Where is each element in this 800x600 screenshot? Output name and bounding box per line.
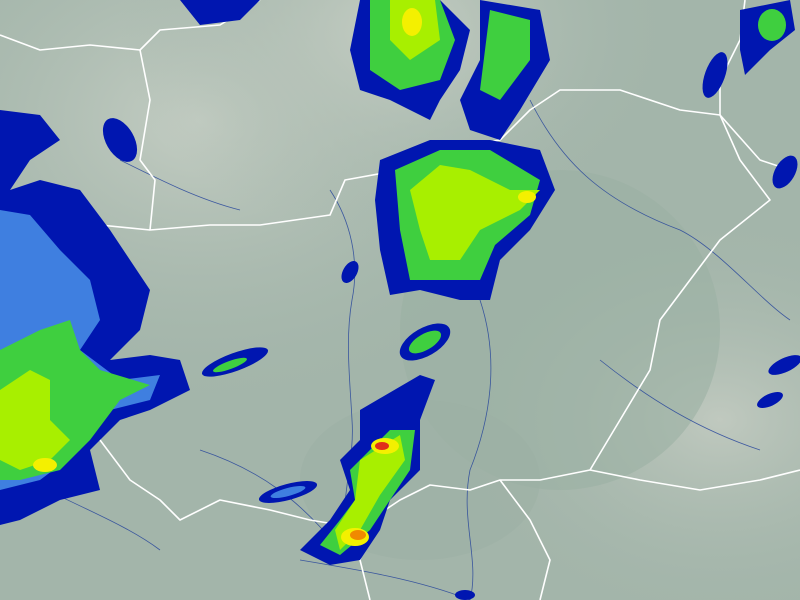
radar-map[interactable] (0, 0, 800, 600)
precipitation-layer (0, 0, 800, 600)
